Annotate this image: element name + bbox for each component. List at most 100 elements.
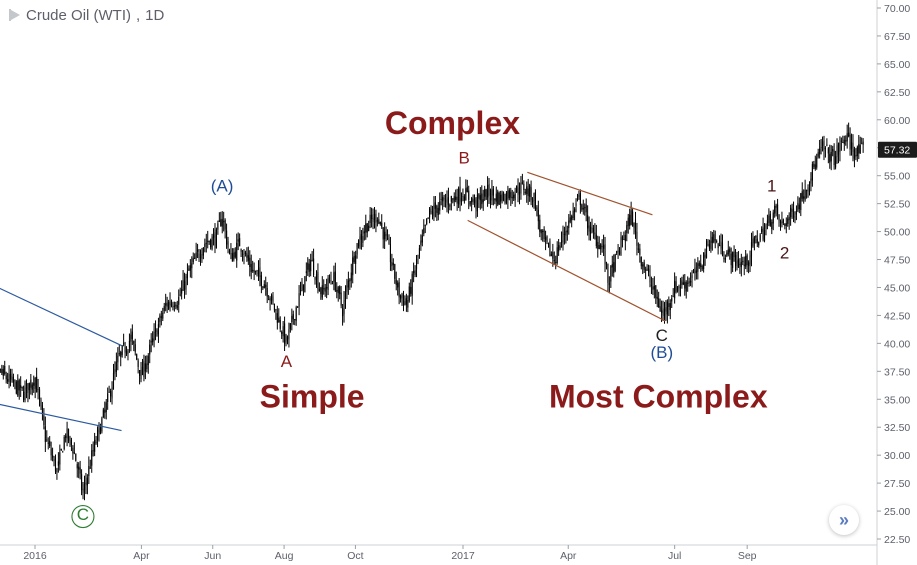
candle-body	[66, 428, 68, 439]
candle-body	[192, 258, 194, 263]
candle	[816, 153, 818, 170]
trendline-lower-blue[interactable]	[0, 401, 122, 432]
candle	[214, 223, 216, 254]
candle	[471, 196, 473, 212]
candle-body	[405, 298, 407, 305]
candle	[666, 299, 668, 324]
candle-body	[266, 287, 268, 297]
candle-body	[585, 204, 587, 213]
candle-body	[298, 293, 300, 307]
candle-body	[385, 233, 387, 237]
candle-body	[623, 239, 625, 241]
candle	[28, 382, 30, 400]
candle-body	[320, 287, 322, 295]
candle-body	[128, 340, 130, 348]
candle	[244, 250, 246, 257]
candle	[598, 236, 600, 250]
candle-body	[730, 253, 732, 266]
candle	[141, 358, 144, 376]
candle	[668, 296, 670, 317]
trendline-upper-blue[interactable]	[0, 282, 122, 347]
candle-body	[704, 254, 706, 258]
time-axis: 2016 Apr Jun Aug Oct 2017 Apr Jul Sep	[0, 544, 877, 562]
candle-body	[278, 317, 280, 323]
flag-icon[interactable]	[9, 9, 21, 21]
candle	[455, 189, 457, 203]
candle	[189, 259, 191, 278]
scroll-to-realtime-button[interactable]: »	[829, 505, 859, 535]
candle-body	[417, 255, 419, 257]
candle-body	[608, 283, 610, 285]
candle	[96, 426, 99, 448]
candle-body	[549, 241, 551, 257]
candle	[649, 265, 651, 288]
candle	[252, 260, 254, 273]
double-chevron-right-icon: »	[838, 509, 849, 530]
candle-body	[44, 426, 46, 442]
candle-body	[59, 452, 61, 465]
candle-body	[575, 203, 577, 207]
candle-body	[30, 379, 32, 388]
candle	[67, 428, 70, 444]
candle-body	[829, 153, 831, 163]
candle	[737, 251, 739, 269]
candle-body	[775, 205, 777, 208]
candle	[339, 285, 341, 300]
candle-body	[843, 139, 845, 145]
candle-body	[125, 350, 128, 354]
candle-body	[547, 242, 550, 244]
candle-body	[426, 218, 428, 224]
candle	[787, 215, 789, 227]
wave-label: 1	[767, 176, 776, 195]
candle	[17, 374, 19, 397]
candle	[839, 136, 841, 162]
chart-header: Crude Oil (WTI), 1D	[9, 5, 164, 25]
candle	[136, 353, 138, 361]
candle-body	[89, 467, 91, 469]
candle	[746, 253, 748, 273]
candle-body	[227, 241, 229, 248]
candle	[539, 214, 541, 238]
candle	[173, 301, 175, 312]
candle	[549, 238, 551, 257]
candle-body	[505, 192, 507, 204]
candle	[424, 224, 426, 234]
candle	[624, 230, 626, 251]
candle-body	[273, 303, 275, 311]
candle	[768, 208, 770, 227]
candle	[665, 300, 667, 321]
candle-body	[220, 219, 222, 226]
candle-body	[719, 245, 721, 247]
candle-body	[556, 247, 558, 263]
candle-body	[833, 150, 835, 166]
candle	[83, 475, 86, 501]
candle	[497, 189, 499, 207]
candle	[821, 136, 824, 152]
pattern-label: Complex	[385, 105, 520, 141]
candle-body	[806, 189, 808, 191]
candle-body	[603, 244, 605, 249]
candle	[740, 253, 742, 277]
trendline-channel-upper[interactable]	[527, 171, 653, 216]
candle-body	[429, 208, 431, 218]
candle	[727, 240, 729, 257]
candle	[433, 196, 435, 222]
candle-body	[346, 285, 348, 293]
candle	[321, 276, 323, 300]
price-tick-label: 55.00	[884, 171, 910, 183]
candle-body	[130, 334, 132, 342]
candle	[575, 198, 577, 213]
candle-body	[781, 221, 783, 224]
candle	[743, 256, 745, 276]
candle-body	[589, 226, 592, 235]
trendline-channel-lower[interactable]	[467, 219, 666, 322]
candle-body	[761, 229, 763, 232]
candle	[27, 383, 29, 403]
candle	[585, 198, 587, 222]
candle-body	[131, 331, 133, 339]
price-tick-label: 60.00	[884, 115, 910, 127]
candle	[41, 401, 43, 421]
candle-body	[366, 223, 368, 233]
candle-body	[57, 461, 59, 466]
